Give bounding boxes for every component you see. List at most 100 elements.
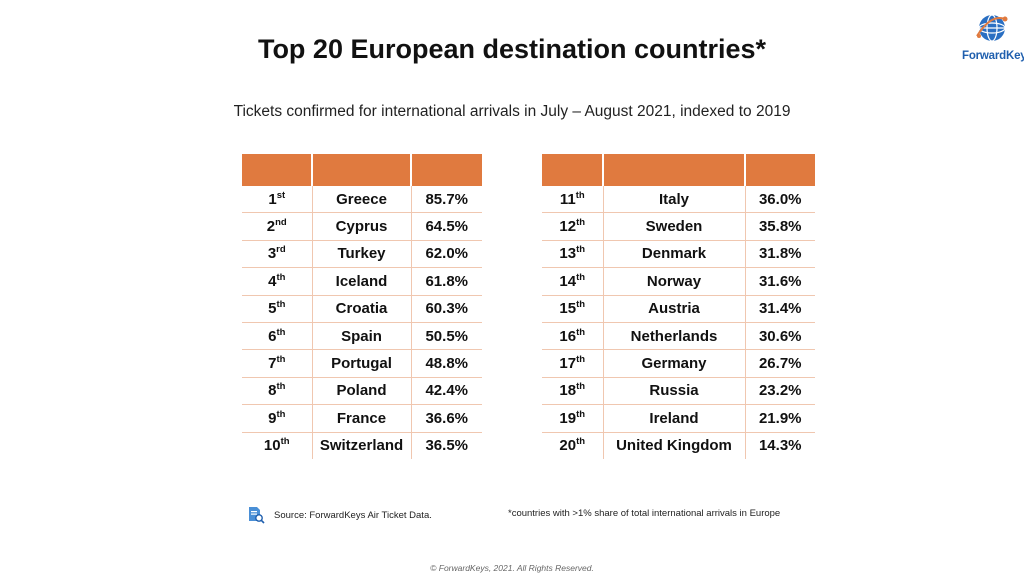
rank-cell: 12th (542, 212, 604, 241)
country-cell: France (312, 404, 411, 433)
country-cell: Denmark (603, 240, 745, 269)
rank-ordinal-suffix: th (576, 271, 586, 283)
rank-cell: 3rd (242, 240, 313, 269)
table-row: 4th Iceland 61.8% (242, 267, 482, 296)
share-cell: 36.0% (744, 186, 815, 214)
rank-cell: 8th (242, 377, 313, 406)
rank-number: 11 (559, 190, 576, 208)
share-cell: 62.0% (410, 240, 482, 269)
header-cell-country (603, 154, 746, 186)
country-cell: Sweden (603, 212, 745, 241)
globe-logo-icon (976, 14, 1008, 42)
rank-number: 1 (268, 190, 277, 208)
header-cell-rank (242, 154, 313, 186)
share-cell: 48.8% (410, 349, 482, 378)
share-cell: 30.6% (744, 322, 815, 351)
source-text: Source: ForwardKeys Air Ticket Data. (274, 509, 432, 521)
table-row: 10th Switzerland 36.5% (242, 432, 482, 459)
share-cell: 85.7% (410, 186, 482, 214)
rank-number: 17 (559, 355, 577, 373)
table-row: 5th Croatia 60.3% (242, 295, 482, 323)
share-cell: 14.3% (744, 432, 815, 459)
rank-number: 20 (559, 437, 577, 455)
rank-number: 5 (268, 300, 277, 318)
share-cell: 61.8% (410, 267, 482, 296)
table-row: 15th Austria 31.4% (542, 295, 815, 323)
share-cell: 31.4% (744, 295, 815, 323)
rank-ordinal-suffix: th (576, 354, 586, 366)
country-cell: Russia (603, 377, 745, 406)
rank-number: 19 (559, 409, 577, 427)
rank-number: 10 (263, 437, 281, 455)
rank-number: 12 (559, 218, 577, 236)
rank-ordinal-suffix: th (276, 326, 286, 338)
table-row: 3rd Turkey 62.0% (242, 240, 482, 269)
header-cell-share (745, 154, 815, 186)
table-row: 6th Spain 50.5% (242, 322, 482, 351)
rank-ordinal-suffix: th (576, 299, 586, 311)
table-header-row (542, 154, 815, 186)
rank-cell: 17th (542, 349, 604, 378)
header-cell-share (411, 154, 482, 186)
rank-ordinal-suffix: th (576, 381, 586, 393)
rank-ordinal-suffix: th (575, 189, 585, 201)
country-cell: Cyprus (312, 212, 411, 241)
country-cell: Croatia (312, 295, 411, 323)
page-title: Top 20 European destination countries* (257, 34, 767, 64)
rank-ordinal-suffix: th (276, 271, 286, 283)
source-note: Source: ForwardKeys Air Ticket Data. (247, 506, 432, 524)
header-cell-rank (542, 154, 604, 186)
rank-number: 18 (559, 382, 577, 400)
rank-ordinal-suffix: th (276, 299, 286, 311)
country-cell: Ireland (603, 404, 745, 433)
table-row: 16th Netherlands 30.6% (542, 322, 815, 351)
table-header-row (242, 154, 482, 186)
ranking-table-left: 1st Greece 85.7% 2nd Cyprus 64.5% 3rd Turkey 62.… (242, 154, 482, 459)
share-cell: 35.8% (744, 212, 815, 241)
rank-cell: 20th (542, 432, 604, 459)
rank-cell: 1st (242, 186, 313, 214)
rank-cell: 11th (542, 186, 604, 214)
logo-text: ForwardKeys (962, 50, 1024, 62)
country-cell: Austria (603, 295, 745, 323)
header-cell-country (312, 154, 412, 186)
rank-number: 8 (268, 382, 277, 400)
rank-cell: 4th (242, 267, 313, 296)
rank-cell: 19th (542, 404, 604, 433)
country-cell: Iceland (312, 267, 411, 296)
share-cell: 36.5% (410, 432, 482, 459)
rank-number: 16 (559, 327, 577, 345)
rank-cell: 10th (242, 432, 313, 459)
rank-number: 2 (266, 218, 276, 236)
rank-ordinal-suffix: th (276, 354, 286, 366)
copyright: © ForwardKeys, 2021. All Rights Reserved… (430, 563, 594, 573)
forwardkeys-logo[interactable]: ForwardKeys (962, 10, 1024, 62)
page-subtitle: Tickets confirmed for international arri… (233, 103, 791, 120)
rank-cell: 7th (242, 349, 313, 378)
country-cell: Germany (603, 349, 745, 378)
table-row: 9th France 36.6% (242, 404, 482, 433)
rank-ordinal-suffix: th (576, 436, 586, 448)
rank-cell: 13th (542, 240, 604, 269)
rank-number: 13 (559, 245, 577, 263)
country-cell: Turkey (312, 240, 411, 269)
table-row: 1st Greece 85.7% (242, 186, 482, 214)
rank-ordinal-suffix: th (576, 244, 586, 256)
ranking-table-right: 11th Italy 36.0% 12th Sweden 35.8% 13th Denmark… (542, 154, 815, 459)
rank-number: 3 (267, 245, 277, 263)
share-cell: 64.5% (410, 212, 482, 241)
table-row: 20th United Kingdom 14.3% (542, 432, 815, 459)
table-row: 18th Russia 23.2% (542, 377, 815, 406)
share-cell: 50.5% (410, 322, 482, 351)
table-row: 2nd Cyprus 64.5% (242, 212, 482, 241)
share-cell: 36.6% (410, 404, 482, 433)
country-cell: Norway (603, 267, 745, 296)
table-row: 13th Denmark 31.8% (542, 240, 815, 269)
country-cell: Greece (312, 186, 411, 214)
table-row: 14th Norway 31.6% (542, 267, 815, 296)
rank-ordinal-suffix: st (276, 189, 286, 201)
table-row: 7th Portugal 48.8% (242, 349, 482, 378)
rank-ordinal-suffix: th (276, 381, 286, 393)
share-cell: 31.6% (744, 267, 815, 296)
rank-cell: 6th (242, 322, 313, 351)
